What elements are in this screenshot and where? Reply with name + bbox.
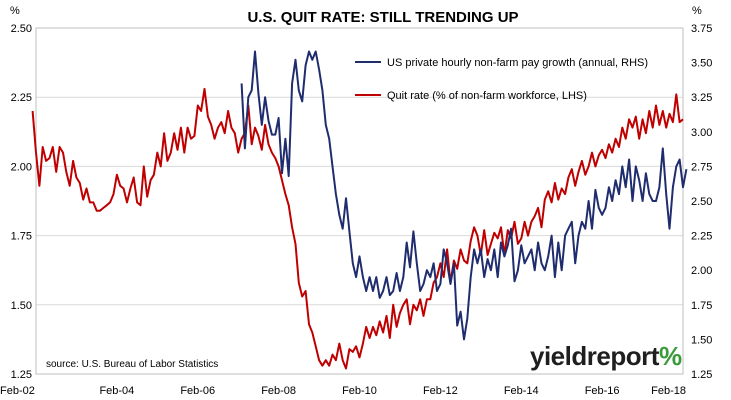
legend: US private hourly non-farm pay growth (a…: [355, 57, 648, 102]
x-tick-label: Feb-16: [585, 385, 620, 397]
y-right-tick-label: 3.00: [691, 127, 712, 139]
y-left-tick-label: 2.50: [11, 23, 32, 35]
gridlines: [36, 27, 683, 375]
x-tick-label: Feb-14: [504, 385, 539, 397]
y-left-tick-label: 2.25: [11, 92, 32, 104]
x-tick-label: Feb-12: [423, 385, 458, 397]
legend-label-quit-rate: Quit rate (% of non-farm workforce, LHS): [387, 90, 587, 102]
y-right-tick-label: 2.50: [691, 196, 712, 208]
y-right-tick-label: 2.00: [691, 265, 712, 277]
axis-layer: 1.25 1.50 1.75 2.00 2.25 2.50 1.25 1.50 1.75 2.00…: [0, 23, 712, 397]
y-right-tick-label: 3.25: [691, 92, 712, 104]
y-left-tick-label: 2.00: [11, 161, 32, 173]
series-line-quit-rate: [31, 87, 684, 370]
logo-wordmark: yieldreport: [530, 341, 660, 371]
y-left-unit-label: %: [10, 5, 20, 17]
x-tick-label: Feb-10: [342, 385, 377, 397]
y-right-tick-label: 3.75: [691, 23, 712, 35]
y-right-tick-label: 1.50: [691, 334, 712, 346]
yieldreport-logo: yieldreport %: [530, 341, 683, 371]
y-right-unit-label: %: [692, 5, 702, 17]
legend-label-pay-growth: US private hourly non-farm pay growth (a…: [387, 57, 648, 69]
logo-percent-icon: %: [659, 341, 682, 371]
x-tick-label: Feb-06: [180, 385, 215, 397]
y-right-tick-label: 1.75: [691, 300, 712, 312]
series-layer: [31, 50, 688, 370]
x-tick-label: Feb-18: [651, 385, 686, 397]
x-tick-label: Feb-04: [99, 385, 134, 397]
x-tick-label: Feb-08: [261, 385, 296, 397]
y-right-tick-label: 3.50: [691, 58, 712, 70]
x-tick-label: Feb-02: [0, 385, 35, 397]
y-right-tick-label: 2.75: [691, 161, 712, 173]
series-line-pay-growth: [240, 50, 688, 341]
y-left-tick-label: 1.25: [11, 369, 32, 381]
plot-frame: [35, 27, 684, 375]
source-note: source: U.S. Bureau of Labor Statistics: [46, 359, 218, 370]
y-left-tick-label: 1.75: [11, 231, 32, 243]
chart-title: U.S. QUIT RATE: STILL TRENDING UP: [247, 9, 518, 26]
y-right-tick-label: 2.25: [691, 231, 712, 243]
y-right-tick-label: 1.25: [691, 369, 712, 381]
y-left-tick-label: 1.50: [11, 300, 32, 312]
